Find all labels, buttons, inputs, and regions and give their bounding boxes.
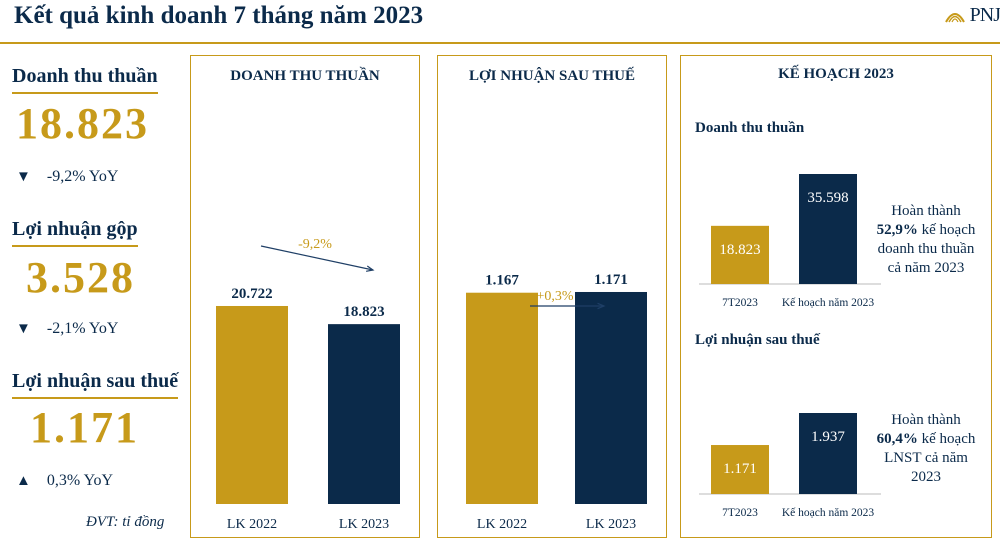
profit-arrow-icon (597, 302, 606, 310)
pnj-logo-icon (944, 13, 965, 23)
category-label: LK 2023 (339, 517, 389, 532)
category-label: LK 2022 (227, 517, 277, 532)
kpi-yoy-text: -9,2% YoY (46, 168, 119, 185)
plan-panel-title: KẾ HOẠCH 2023 (778, 66, 894, 82)
bar (799, 174, 857, 284)
arrow-down-icon: ▼ (16, 320, 31, 337)
kpi-yoy-text: 0,3% YoY (46, 472, 114, 489)
data-label: 1.171 (723, 461, 757, 477)
data-label: 1.167 (485, 273, 519, 289)
kpi-value-net-profit: 1.171 (30, 403, 139, 452)
title-divider (0, 42, 1000, 44)
page-title: Kết quả kinh doanh 7 tháng năm 2023 (14, 2, 424, 29)
category-label: Kế hoạch năm 2023 (782, 506, 875, 519)
profit-panel-title: LỢI NHUẬN SAU THUẾ (468, 68, 635, 84)
plan-revenue-subtitle: Doanh thu thuần (695, 120, 805, 136)
note-percent: 52,9% (876, 222, 918, 238)
category-label: Kế hoạch năm 2023 (782, 296, 875, 309)
category-label: 7T2023 (722, 297, 758, 309)
data-label: 18.823 (343, 304, 384, 320)
revenue-panel: DOANH THU THUẦN 20.722 LK 2022 18.823 LK 20… (190, 55, 420, 538)
arrow-down-icon: ▼ (16, 168, 31, 185)
plan-profit-note: Hoàn thành 60,4% kế hoạch LNST cả năm 20… (871, 411, 981, 487)
note-text: kế hoạch LNST cả năm 2023 (884, 431, 976, 485)
unit-note: ĐVT: tỉ đồng (86, 514, 165, 530)
profit-chart: 1.167 LK 2022 1.171 LK 2023 +0,3% (466, 272, 647, 532)
logo: PNJ (942, 2, 1000, 28)
kpi-yoy-text: -2,1% YoY (46, 320, 119, 337)
logo-text: PNJ (969, 3, 1000, 26)
data-label: 20.722 (231, 286, 272, 302)
revenue-arrow-line (260, 245, 374, 271)
kpi-yoy-net-profit: ▲ 0,3% YoY (16, 472, 113, 490)
revenue-panel-title: DOANH THU THUẦN (230, 68, 380, 84)
bar (328, 324, 400, 504)
bar (466, 292, 538, 504)
note-text: kế hoạch doanh thu thuần cả năm 2023 (877, 222, 976, 276)
bar (216, 305, 288, 504)
data-label: 35.598 (807, 190, 848, 206)
arrow-up-icon: ▲ (16, 472, 31, 489)
category-label: LK 2022 (477, 517, 527, 532)
data-label: 1.171 (594, 272, 628, 288)
kpi-value-gross-profit: 3.528 (26, 253, 135, 302)
data-label: 18.823 (719, 242, 760, 258)
data-label: 1.937 (811, 429, 845, 445)
revenue-chart: 20.722 LK 2022 18.823 LK 2023 -9,2% (216, 237, 400, 532)
category-label: 7T2023 (722, 507, 758, 519)
kpi-yoy-gross-profit: ▼ -2,1% YoY (16, 320, 118, 338)
plan-revenue-chart: 18.823 7T2023 35.598 Kế hoạch năm 2023 (699, 174, 881, 309)
bar (711, 445, 769, 494)
plan-profit-chart: 1.171 7T2023 1.937 Kế hoạch năm 2023 (699, 413, 881, 519)
plan-panel: KẾ HOẠCH 2023 Doanh thu thuần 18.823 7T20… (680, 55, 992, 538)
kpi-value-revenue: 18.823 (16, 99, 149, 148)
bar (799, 413, 857, 494)
plan-profit-subtitle: Lợi nhuận sau thuế (695, 332, 820, 348)
note-text: Hoàn thành (891, 203, 961, 219)
profit-change-label: +0,3% (536, 289, 573, 304)
kpi-label-revenue: Doanh thu thuần (12, 65, 158, 94)
plan-revenue-note: Hoàn thành 52,9% kế hoạch doanh thu thuầ… (871, 202, 981, 278)
revenue-arrow-icon (366, 265, 375, 272)
kpi-yoy-revenue: ▼ -9,2% YoY (16, 168, 118, 186)
kpi-label-net-profit: Lợi nhuận sau thuế (12, 370, 179, 399)
kpi-label-gross-profit: Lợi nhuận gộp (12, 218, 138, 247)
bar (711, 225, 769, 284)
note-text: Hoàn thành (891, 412, 961, 428)
bar (575, 291, 647, 504)
category-label: LK 2023 (586, 517, 636, 532)
revenue-change-label: -9,2% (298, 237, 332, 252)
profit-panel: LỢI NHUẬN SAU THUẾ 1.167 LK 2022 1.171 LK 2… (437, 55, 667, 538)
note-percent: 60,4% (876, 431, 918, 447)
